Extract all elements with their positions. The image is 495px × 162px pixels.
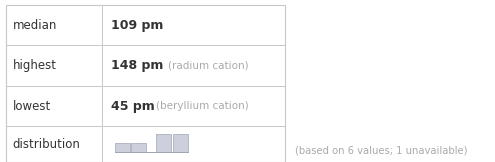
Text: (beryllium cation): (beryllium cation) — [156, 101, 248, 111]
Text: 148 pm: 148 pm — [111, 59, 164, 72]
Bar — [115, 143, 130, 152]
Text: highest: highest — [12, 59, 56, 72]
Bar — [173, 134, 188, 152]
Bar — [131, 143, 146, 152]
Bar — [156, 134, 171, 152]
Text: (based on 6 values; 1 unavailable): (based on 6 values; 1 unavailable) — [295, 146, 467, 156]
Text: lowest: lowest — [12, 100, 50, 113]
Text: median: median — [12, 19, 57, 32]
Text: 109 pm: 109 pm — [111, 19, 164, 32]
Text: distribution: distribution — [12, 138, 80, 151]
Text: 45 pm: 45 pm — [111, 100, 155, 113]
Bar — [6, 5, 285, 162]
Text: (radium cation): (radium cation) — [168, 61, 249, 71]
